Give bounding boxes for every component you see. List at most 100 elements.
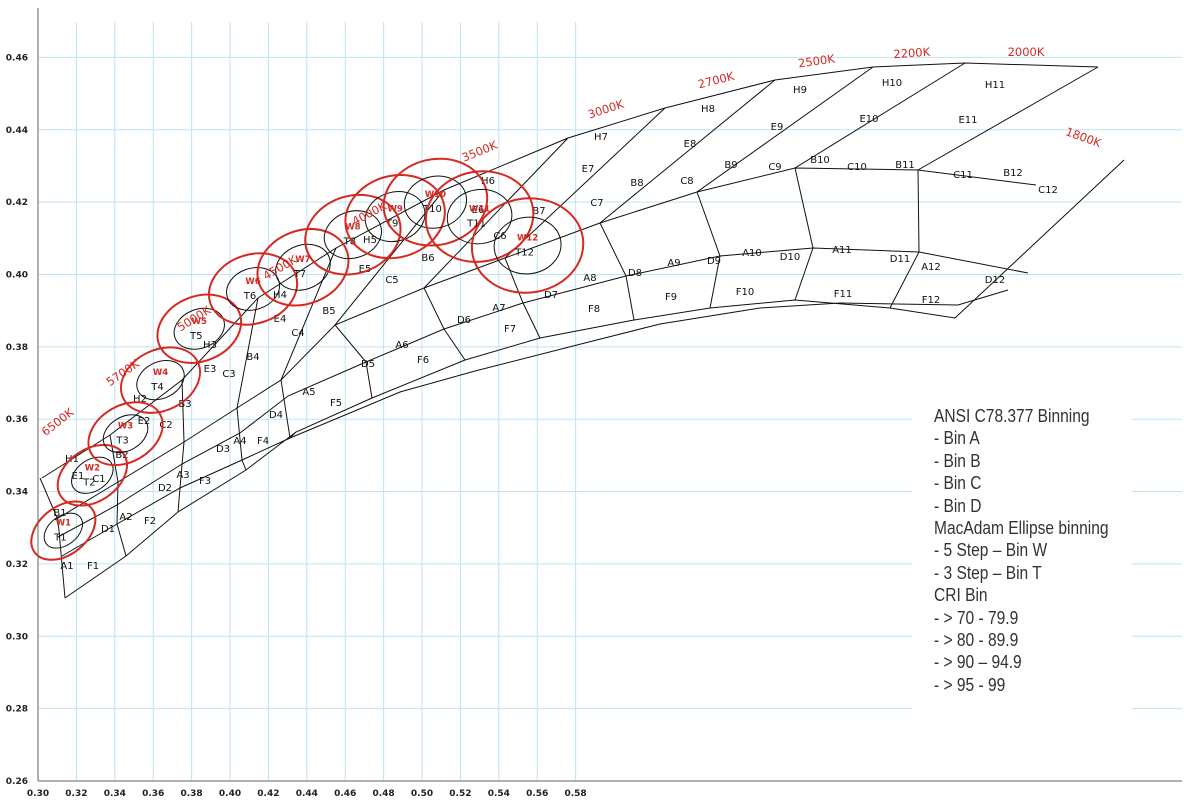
ellipse-w-label: W2: [85, 463, 100, 473]
bin-label: C12: [1038, 185, 1058, 196]
bin-label: F4: [257, 436, 269, 447]
bin-label: D12: [985, 275, 1005, 286]
ellipse-w: [56, 444, 128, 507]
x-tick-label: 0.48: [372, 789, 394, 799]
ellipse-w: [207, 252, 299, 326]
cct-divider: [794, 62, 966, 301]
bin-label: E10: [859, 114, 878, 125]
bin-label: C2: [159, 420, 172, 431]
bin-label: H7: [594, 132, 608, 143]
ellipse-t-label: T8: [343, 237, 356, 248]
legend-line: - > 80 - 89.9: [934, 629, 1019, 651]
ellipse-t: [71, 456, 114, 494]
bin-label: C8: [680, 176, 693, 187]
cct-divider: [280, 247, 337, 440]
legend-line: - > 95 - 99: [934, 673, 1006, 695]
bin-label: B7: [532, 206, 545, 217]
bin-label: H1: [65, 454, 79, 465]
cct-label: 2700K: [696, 69, 736, 92]
bin-label: C1: [92, 474, 105, 485]
bin-label: A2: [119, 512, 132, 523]
x-tick-label: 0.34: [104, 789, 126, 799]
bin-structure: [39, 62, 1125, 599]
bin-label: B9: [724, 160, 737, 171]
cct-label: 5000K: [175, 303, 214, 335]
ellipse-w: [470, 197, 585, 294]
y-tick-label: 0.36: [6, 415, 28, 425]
boundary-top: [41, 62, 1099, 479]
ellipse-t: [43, 512, 84, 549]
bin-label: E3: [204, 364, 217, 375]
ellipse-t-label: T7: [293, 269, 306, 280]
bin-label: F6: [417, 355, 429, 366]
ellipse-t-label: T10: [422, 204, 442, 215]
ellipse-t: [136, 359, 185, 401]
bin-label: B2: [115, 450, 128, 461]
ellipse-w-label: W9: [387, 205, 402, 215]
legend-box: ANSI C78.377 Binning - Bin A - Bin B - B…: [912, 405, 1132, 740]
bin-label: H10: [882, 78, 902, 89]
legend-line: ANSI C78.377 Binning: [934, 405, 1090, 426]
bin-label: D4: [269, 410, 283, 421]
ellipse-w-label: W12: [517, 234, 538, 244]
bin-label: H6: [481, 176, 495, 187]
bin-label: E11: [958, 115, 977, 126]
bin-label: C11: [953, 170, 973, 181]
y-tick-label: 0.34: [6, 488, 28, 498]
x-tick-label: 0.54: [488, 789, 510, 799]
cct-label: 1800K: [1064, 124, 1104, 150]
cct-divider: [39, 477, 66, 599]
bin-label: A3: [176, 470, 189, 481]
x-tick-label: 0.38: [180, 789, 202, 799]
ellipse-w: [304, 193, 402, 276]
bin-label: C5: [385, 275, 398, 286]
bin-label: B12: [1003, 168, 1023, 179]
bin-label: F3: [199, 476, 211, 487]
y-tick-label: 0.40: [6, 270, 28, 280]
ellipse-w-label: W1: [56, 519, 71, 529]
bin-label: B3: [178, 399, 191, 410]
boundary-bottom: [64, 159, 1125, 599]
bin-label: B4: [246, 352, 259, 363]
cct-divider: [177, 379, 185, 513]
bin-label: F9: [665, 292, 677, 303]
ellipse-w-label: W3: [118, 422, 133, 432]
cct-label: 3000K: [586, 97, 626, 122]
cct-divider: [599, 79, 776, 321]
x-tick-label: 0.46: [334, 789, 356, 799]
cct-divider: [423, 137, 569, 361]
ellipse-t: [446, 188, 513, 245]
ellipse-w-label: W10: [425, 190, 446, 200]
bin-label: B6: [421, 253, 434, 264]
ellipse-w-label: W7: [295, 255, 310, 265]
y-tick-label: 0.42: [6, 198, 28, 208]
bin-label: D1: [101, 524, 115, 535]
bin-label: D11: [890, 254, 910, 265]
x-tick-label: 0.30: [27, 789, 49, 799]
bin-label: E2: [138, 416, 151, 427]
ellipse-w-label: W11: [469, 205, 490, 215]
bin-label: C4: [291, 328, 304, 339]
ellipse-t: [403, 175, 468, 229]
boundary-3: [61, 289, 1009, 557]
bin-label: C10: [847, 162, 867, 173]
ellipse-w: [382, 157, 489, 247]
x-tick-label: 0.52: [449, 789, 471, 799]
bin-label: E1: [72, 471, 85, 482]
legend-line: - 3 Step – Bin T: [934, 561, 1042, 583]
bin-label: F8: [588, 304, 600, 315]
bin-label: A1: [60, 561, 73, 572]
bin-label: F10: [736, 287, 754, 298]
legend-line: MacAdam Ellipse binning: [934, 517, 1109, 539]
bin-label: F1: [87, 561, 99, 572]
y-tick-label: 0.44: [6, 126, 28, 136]
bin-label: C7: [590, 198, 603, 209]
ellipse-w-label: W6: [245, 277, 260, 287]
ellipse-t-label: T6: [243, 291, 256, 302]
ellipse-w-label: W8: [345, 223, 360, 233]
cct-divider: [109, 434, 127, 557]
bin-label: E5: [359, 264, 372, 275]
cct-label: 2500K: [797, 51, 836, 70]
bin-label: A7: [492, 303, 505, 314]
